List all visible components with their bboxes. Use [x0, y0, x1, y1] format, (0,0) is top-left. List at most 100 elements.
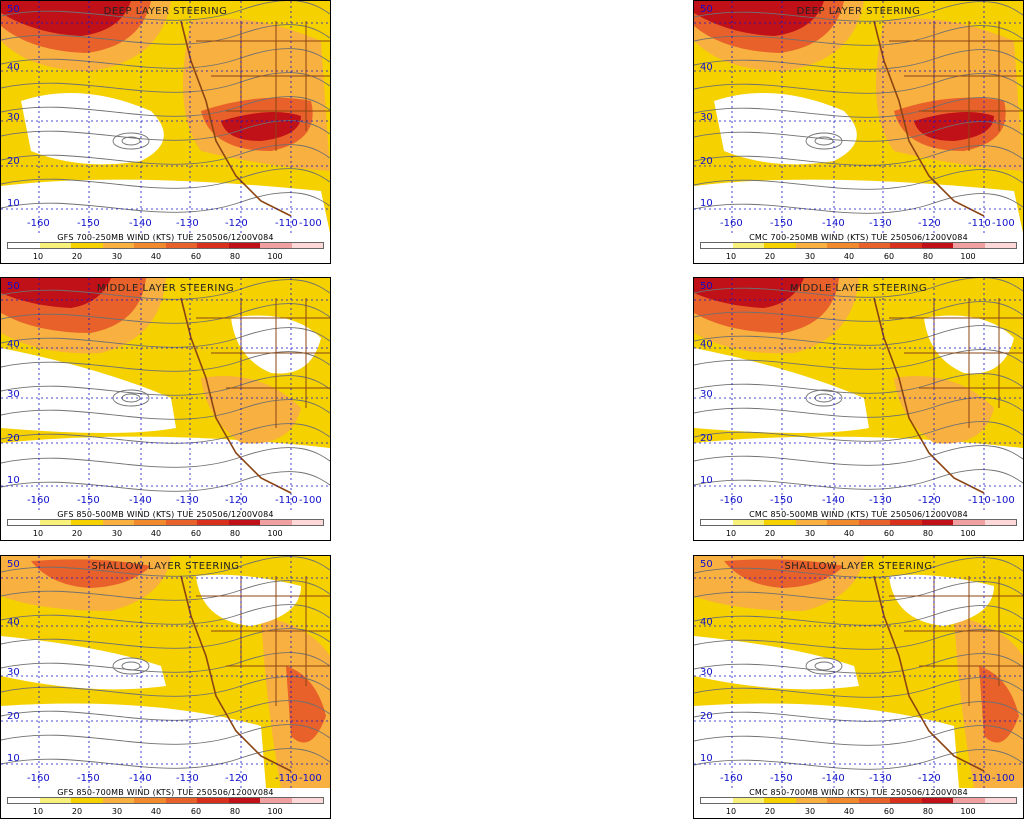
colorbar-tick-label: 40 — [150, 529, 162, 538]
colorbar-tick-label: 100 — [267, 807, 283, 816]
colorbar-swatch — [953, 798, 985, 803]
colorbar-tick-label: 10 — [725, 252, 737, 261]
colorbar-tick-label: 30 — [111, 252, 123, 261]
colorbar-tick-label: 80 — [922, 529, 934, 538]
colorbar-swatch — [134, 520, 166, 525]
colorbar-tick-label: 30 — [111, 807, 123, 816]
colorbar-tick-label: 20 — [764, 252, 776, 261]
lat-label: 20 — [700, 433, 713, 444]
colorbar-swatch — [921, 520, 953, 525]
lon-label: -100 — [992, 495, 1015, 506]
map-canvas — [1, 556, 330, 788]
lat-label: 50 — [700, 4, 713, 15]
colorbar-swatch — [984, 798, 1016, 803]
colorbar-tick-label: 80 — [229, 529, 241, 538]
lat-label: 20 — [700, 711, 713, 722]
lat-label: 10 — [7, 475, 20, 486]
lon-label: -120 — [918, 495, 941, 506]
colorbar — [7, 519, 324, 526]
colorbar-swatch — [39, 798, 71, 803]
colorbar-tick-label: 80 — [229, 807, 241, 816]
lon-label: -120 — [918, 218, 941, 229]
colorbar-tick-label: 10 — [725, 529, 737, 538]
colorbar-tick-label: 60 — [883, 529, 895, 538]
colorbar — [7, 797, 324, 804]
colorbar-ticks: 10 20 30 40 60 80 100 — [700, 529, 1017, 539]
lon-label: -140 — [129, 773, 152, 784]
colorbar-tick-label: 10 — [32, 252, 44, 261]
colorbar-tick-label: 60 — [190, 529, 202, 538]
lat-label: 50 — [7, 4, 20, 15]
lon-label: -100 — [992, 218, 1015, 229]
lat-label: 10 — [700, 475, 713, 486]
colorbar-swatch — [8, 243, 40, 248]
panel-caption: CMC 850-500MB WIND (KTS) TUE 250506/1200… — [749, 510, 968, 519]
colorbar-swatch — [921, 798, 953, 803]
colorbar — [7, 242, 324, 249]
colorbar-swatch — [260, 798, 292, 803]
map-canvas — [694, 1, 1023, 233]
panel-caption: GFS 700-250MB WIND (KTS) TUE 250506/1200… — [57, 233, 274, 242]
colorbar-swatch — [197, 798, 229, 803]
colorbar-tick-label: 60 — [190, 807, 202, 816]
colorbar-swatch — [260, 243, 292, 248]
colorbar-swatch — [228, 520, 260, 525]
lon-label: -130 — [869, 495, 892, 506]
lon-label: -130 — [176, 218, 199, 229]
map-area — [694, 556, 1023, 788]
panel-gfs-middle: MIDDLE LAYER STEERING 50 40 30 20 10 -160 -150 -… — [0, 277, 331, 541]
colorbar-swatch — [197, 520, 229, 525]
colorbar-swatch — [764, 520, 796, 525]
colorbar-swatch — [165, 243, 197, 248]
colorbar-tick-label: 40 — [150, 807, 162, 816]
colorbar-tick-label: 10 — [725, 807, 737, 816]
map-canvas — [694, 556, 1023, 788]
lon-label: -110 — [968, 773, 991, 784]
colorbar-tick-label: 100 — [267, 529, 283, 538]
lat-label: 10 — [7, 198, 20, 209]
colorbar-swatch — [953, 520, 985, 525]
colorbar-ticks: 10 20 30 40 60 80 100 — [700, 252, 1017, 262]
lon-label: -100 — [299, 773, 322, 784]
panel-title: DEEP LAYER STEERING — [796, 6, 921, 17]
lat-label: 50 — [700, 559, 713, 570]
panel-gfs-shallow: SHALLOW LAYER STEERING 50 40 30 20 10 -160 -150… — [0, 555, 331, 819]
lon-label: -160 — [720, 218, 743, 229]
colorbar-tick-label: 10 — [32, 807, 44, 816]
colorbar-swatch — [102, 798, 134, 803]
lat-label: 10 — [700, 198, 713, 209]
lon-label: -130 — [176, 773, 199, 784]
colorbar-swatch — [732, 798, 764, 803]
colorbar-tick-label: 60 — [190, 252, 202, 261]
colorbar — [700, 797, 1017, 804]
lat-label: 40 — [700, 339, 713, 350]
lon-label: -120 — [225, 773, 248, 784]
lon-label: -100 — [992, 773, 1015, 784]
colorbar-tick-label: 60 — [883, 252, 895, 261]
colorbar-swatch — [228, 243, 260, 248]
lon-label: -150 — [770, 773, 793, 784]
colorbar-swatch — [732, 243, 764, 248]
lat-label: 20 — [7, 711, 20, 722]
panel-cmc-middle: MIDDLE LAYER STEERING 50 40 30 20 10 -160 -150 -… — [693, 277, 1024, 541]
colorbar-tick-label: 100 — [960, 529, 976, 538]
lon-label: -150 — [770, 495, 793, 506]
lon-label: -120 — [225, 495, 248, 506]
lon-label: -120 — [918, 773, 941, 784]
colorbar-tick-label: 40 — [843, 807, 855, 816]
colorbar-tick-label: 100 — [960, 807, 976, 816]
lon-label: -140 — [129, 218, 152, 229]
lon-label: -160 — [27, 218, 50, 229]
colorbar-swatch — [921, 243, 953, 248]
lon-label: -110 — [968, 218, 991, 229]
lat-label: 20 — [7, 433, 20, 444]
colorbar-swatch — [134, 798, 166, 803]
lon-label: -160 — [720, 495, 743, 506]
colorbar — [700, 242, 1017, 249]
panel-title: MIDDLE LAYER STEERING — [96, 283, 235, 294]
colorbar-swatch — [858, 798, 890, 803]
lon-label: -110 — [968, 495, 991, 506]
lon-label: -100 — [299, 495, 322, 506]
colorbar-swatch — [890, 798, 922, 803]
colorbar-swatch — [701, 520, 733, 525]
